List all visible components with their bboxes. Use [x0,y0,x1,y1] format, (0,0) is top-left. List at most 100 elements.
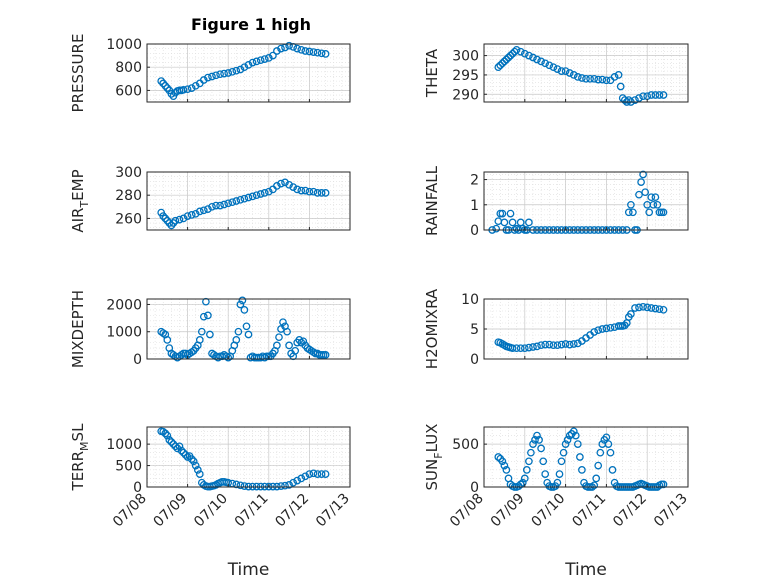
data-point [500,218,509,227]
data-point [573,339,582,348]
data-point [313,189,322,197]
y-tick-label: 300 [115,165,142,181]
data-point [317,49,326,58]
data-point [232,197,241,205]
data-point [641,188,650,197]
data-point [606,323,615,332]
axes-frame [483,171,689,231]
data-point [317,470,326,478]
data-series [488,170,668,234]
data-point [649,200,658,209]
data-point [297,45,306,54]
data-point [228,198,237,207]
data-point [285,341,293,350]
data-point [594,461,603,470]
data-point [293,185,302,194]
data-point [181,451,190,459]
data-point [252,191,261,200]
data-point [502,466,511,474]
y-tick-label: 800 [115,60,142,76]
data-point [504,53,513,62]
data-point [232,480,241,489]
y-tick-label: 0 [133,480,142,496]
data-point [244,330,253,339]
data-point [248,192,257,201]
data-point [576,453,584,461]
y-tick-label: 1000 [106,325,142,341]
subplot-1: 600 800 1000 PRESSURE [69,34,351,112]
x-tick-label: 07/12 [610,491,650,531]
data-point [541,340,550,349]
data-point [525,218,533,227]
axes-frame [483,43,689,103]
data-point [549,341,558,350]
data-point [573,73,582,81]
data-point [321,470,330,478]
y-tick-label: 10 [461,292,479,308]
data-point [179,448,188,457]
data-point [236,65,245,74]
data-point [647,91,656,99]
data-point [281,481,289,490]
data-point [277,482,285,490]
y-tick-label: 1000 [106,437,142,453]
data-point [195,207,204,216]
data-point [165,436,174,444]
data-point [220,69,228,78]
data-point [171,442,180,451]
subplot-7: 0 500 1000 07/08 07/09 07/10 07/11 07/12 07/13 Ti… [69,423,353,580]
data-point [639,92,647,101]
data-point [297,186,306,195]
y-axis-label: THETA [423,48,441,98]
data-point [631,96,639,104]
data-point [183,212,192,220]
data-point [635,303,643,312]
data-point [161,81,170,90]
data-point [256,56,265,65]
data-point [590,481,599,490]
data-point [321,189,330,197]
data-point [602,76,611,85]
data-point [309,469,318,478]
data-point [285,180,293,189]
data-point [238,296,247,305]
data-point [159,427,168,436]
data-point [191,209,200,218]
data-point [645,208,654,217]
y-tick-label: 1000 [106,37,142,53]
data-point [525,51,533,60]
data-series [157,178,330,230]
x-tick-label: 07/08 [447,491,487,531]
data-point [553,341,562,350]
data-point [553,478,562,487]
data-point [561,340,570,348]
x-axis-label: Time [564,560,607,580]
data-point [193,466,202,474]
data-point [228,67,237,76]
data-point [216,70,224,79]
data-point [167,90,176,98]
data-point [498,59,507,68]
data-point [571,431,580,440]
data-point [537,57,545,66]
data-point [531,436,539,444]
data-point [496,61,505,70]
data-point [561,67,570,75]
data-point [506,51,515,60]
data-point [639,302,647,311]
data-point [224,69,233,77]
data-point [212,201,220,210]
data-point [242,322,251,331]
data-point [602,433,611,442]
data-point [264,187,273,196]
data-point [494,63,503,72]
data-point [281,178,289,187]
data-point [512,344,521,353]
data-point [299,337,308,346]
y-tick-label: 2 [470,173,479,189]
figure-title: Figure 1 high [191,15,311,34]
data-point [169,219,178,227]
data-point [565,340,574,349]
data-point [236,195,245,204]
